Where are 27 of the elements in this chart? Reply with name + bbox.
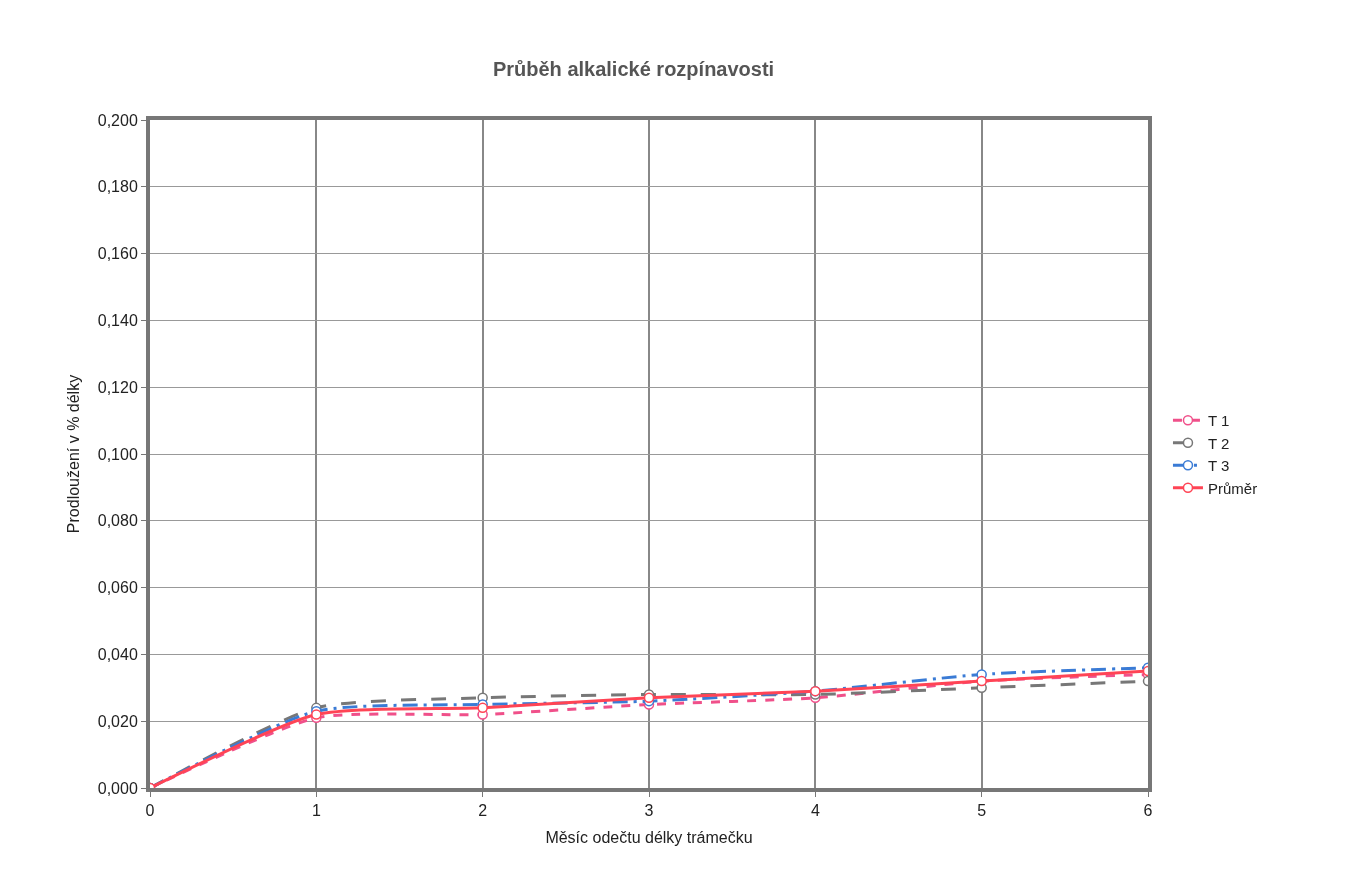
x-axis-title: Měsíc odečtu délky trámečku: [545, 829, 753, 847]
y-tick-label: 0,140: [97, 312, 138, 329]
legend-label: T 3: [1207, 457, 1230, 475]
x-tick-label: 3: [644, 802, 654, 820]
y-tick-label: 0,180: [97, 178, 138, 196]
y-tick-label: 0,100: [97, 445, 138, 463]
y-tick-label: 0,020: [97, 712, 138, 730]
y-tick-label: 0,060: [97, 579, 138, 597]
x-tick-label: 4: [810, 802, 820, 820]
y-tick-label: 0,120: [97, 378, 138, 396]
point: [311, 709, 322, 720]
y-tick-label: 0,200: [97, 111, 138, 129]
y-tick-label: 0,000: [97, 779, 138, 797]
legend-label: T 2: [1207, 434, 1230, 452]
legend-label: T 1: [1207, 412, 1230, 430]
x-tick-label: 2: [478, 802, 488, 820]
x-tick-label: 1: [311, 802, 321, 820]
x-tick-label: 0: [145, 802, 155, 820]
y-tick-label: 0,080: [97, 512, 138, 530]
legend-label: Průměr: [1207, 479, 1258, 497]
point: [477, 702, 488, 714]
y-tick-label: 0,160: [97, 245, 138, 263]
x-tick-label: 5: [977, 802, 987, 820]
chart-title: Průběh alkalické rozpínavosti: [492, 58, 775, 81]
y-tick-label: 0,040: [97, 646, 138, 663]
y-axis-title: Prodloužení v % délky: [65, 374, 83, 534]
x-tick-label: 6: [1143, 802, 1153, 820]
